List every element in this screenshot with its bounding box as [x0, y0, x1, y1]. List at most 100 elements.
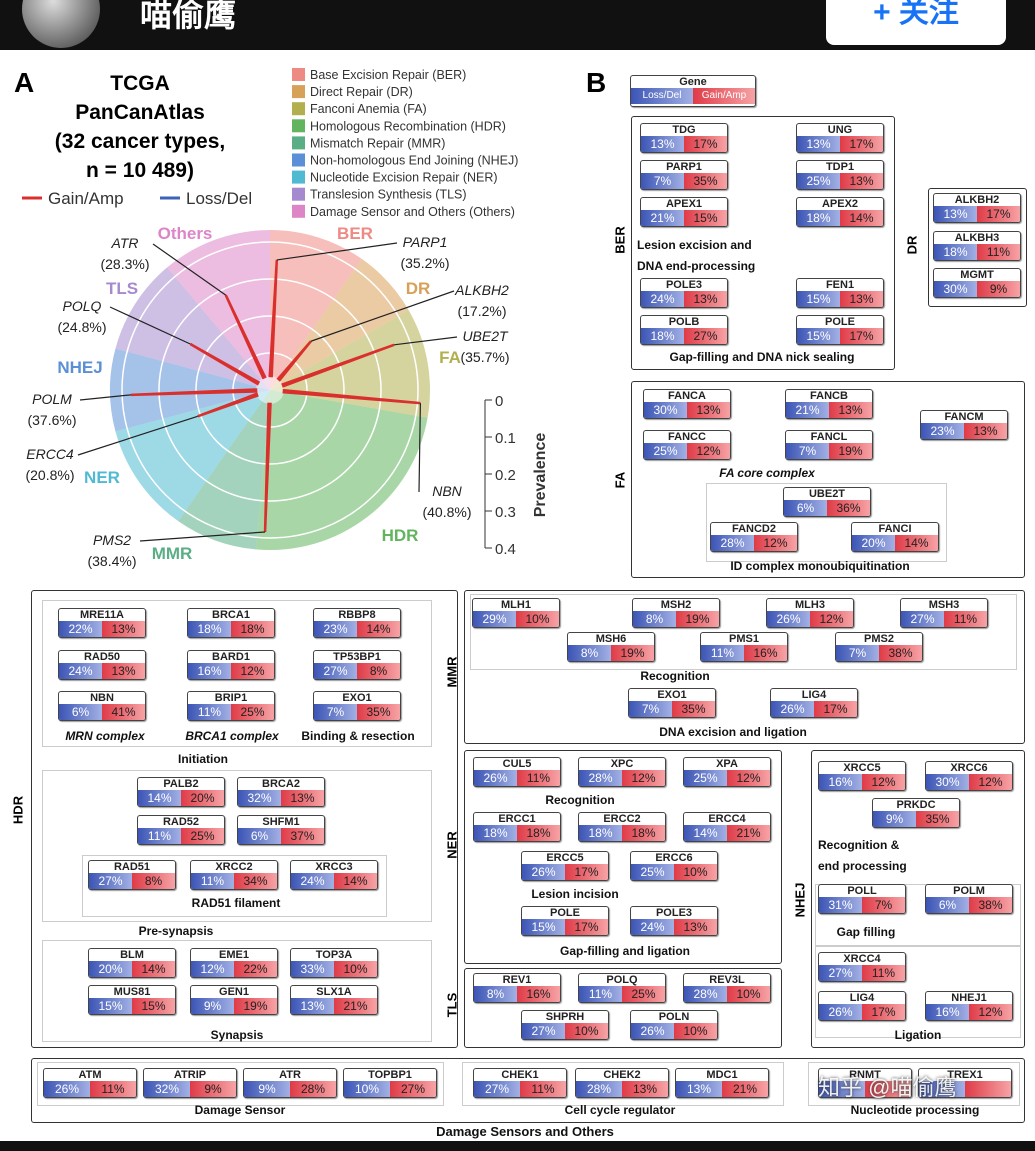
user-name[interactable]: 喵偷鹰: [140, 0, 237, 33]
annotation-gene: UBE2T: [462, 328, 509, 344]
follow-button[interactable]: + 关注: [826, 0, 1006, 45]
sector-label: NHEJ: [57, 358, 102, 377]
gene-values: 27% 8%: [89, 873, 175, 889]
gene-values: 31% 7%: [819, 897, 905, 913]
gain-value: 28%: [290, 1081, 336, 1097]
gene-box: ERCC5 26% 17%: [521, 851, 609, 881]
gene-values: 6% 36%: [784, 500, 870, 516]
gain-value: 27%: [684, 328, 727, 344]
gain-value: 18%: [517, 825, 560, 841]
legend-label: Loss/Del: [186, 189, 252, 208]
gene-name: XRCC4: [843, 953, 881, 965]
loss-value: 18%: [934, 244, 977, 260]
gene-values: 13% 21%: [291, 998, 377, 1014]
loss-value: 21%: [641, 210, 684, 226]
loss-value: 13%: [641, 136, 684, 152]
gene-name: TP53BP1: [333, 651, 381, 663]
loss-value: 27%: [901, 611, 944, 627]
gene-box: CHEK2 28% 13%: [575, 1068, 669, 1098]
gene-name: FANCC: [668, 431, 706, 443]
watermark: 知乎 @喵偷鹰: [818, 1075, 957, 1100]
gene-values: 21% 15%: [641, 210, 727, 226]
gene-box: PMS1 11% 16%: [700, 632, 788, 662]
loss-value: 28%: [579, 770, 622, 786]
sector: [270, 258, 409, 390]
avatar[interactable]: [22, 0, 100, 48]
gene-name: XPC: [610, 758, 634, 770]
legend-label: Direct Repair (DR): [310, 85, 413, 99]
gain-value: 11%: [944, 611, 987, 627]
key-gain: Gain/Amp: [693, 88, 755, 104]
group-frame: [464, 750, 782, 964]
gene-box: MSH3 27% 11%: [900, 598, 988, 628]
gene-box: RAD51 27% 8%: [88, 860, 176, 890]
gene-values: 24% 13%: [631, 919, 717, 935]
gene-box: EXO1 7% 35%: [313, 691, 401, 721]
gene-box: POLB 18% 27%: [640, 315, 728, 345]
group-label: HDR: [10, 795, 26, 825]
gain-value: 25%: [231, 704, 274, 720]
gain-value: 11%: [862, 965, 905, 981]
gene-values: 7% 38%: [836, 645, 922, 661]
gene-name: SHFM1: [262, 816, 300, 828]
gene-box: MRE11A 22% 13%: [58, 608, 146, 638]
gene-name: RAD52: [162, 816, 200, 828]
gene-box: RAD50 24% 13%: [58, 650, 146, 680]
gene-name: ATM: [78, 1069, 102, 1081]
caption: BRCA1 complex: [185, 729, 279, 743]
gain-value: 13%: [964, 423, 1007, 439]
loss-value: 8%: [633, 611, 676, 627]
gain-value: 19%: [234, 998, 277, 1014]
leader-line: [418, 403, 421, 493]
gain-value: 12%: [969, 774, 1012, 790]
loss-value: 15%: [797, 328, 840, 344]
gain-value: 11%: [517, 770, 560, 786]
sector: [256, 390, 428, 551]
loss-value: [819, 1081, 865, 1097]
legend-swatch: [292, 153, 305, 167]
annotation-value: (37.6%): [27, 412, 76, 428]
gene-box: MLH1 29% 10%: [472, 598, 560, 628]
loss-value: 29%: [473, 611, 516, 627]
gene-box: EXO1 7% 35%: [628, 688, 716, 718]
caption: Cell cycle regulator: [564, 1103, 676, 1117]
loss-value: 21%: [786, 402, 829, 418]
group-frame: [631, 381, 1025, 578]
loss-value: 12%: [191, 961, 234, 977]
annotation-value: (24.8%): [57, 319, 106, 335]
gene-values: 13% 21%: [676, 1081, 768, 1097]
gene-name: TDG: [672, 124, 696, 136]
gene-values: 8% 19%: [633, 611, 719, 627]
gene-box: TDP1 25% 13%: [796, 160, 884, 190]
gene-name: CHEK2: [603, 1069, 641, 1081]
gene-values: 11% 25%: [138, 828, 224, 844]
caption: Damage Sensor: [194, 1103, 286, 1117]
gene-values: 32% 9%: [144, 1081, 236, 1097]
caption: Gap filling: [836, 925, 896, 939]
caption: Initiation: [178, 752, 228, 766]
loss-value: 9%: [191, 998, 234, 1014]
sector-label: MMR: [152, 544, 193, 563]
gain-value: 17%: [814, 701, 857, 717]
loss-value: 16%: [926, 1004, 969, 1020]
gain-value: 10%: [516, 611, 559, 627]
gene-values: [919, 1081, 1011, 1097]
group-frame: [464, 968, 782, 1048]
legend-label: Translesion Synthesis (TLS): [310, 188, 467, 202]
gene-name: EME1: [219, 949, 249, 961]
gene-name: SLX1A: [316, 986, 352, 998]
y-tick-label: 0.3: [495, 504, 516, 521]
loss-value: 8%: [474, 986, 517, 1002]
gene-values: 7% 35%: [629, 701, 715, 717]
gene-box: MSH6 8% 19%: [567, 632, 655, 662]
legend-swatch: [292, 136, 305, 150]
gene-box: ALKBH2 13% 17%: [933, 193, 1021, 223]
loss-value: 24%: [291, 873, 334, 889]
gain-value: [965, 1081, 1011, 1097]
gene-values: 27% 8%: [314, 663, 400, 679]
gene-name: BARD1: [212, 651, 250, 663]
center-hole: [256, 376, 284, 404]
loss-value: 13%: [934, 206, 977, 222]
loss-value: 13%: [797, 136, 840, 152]
